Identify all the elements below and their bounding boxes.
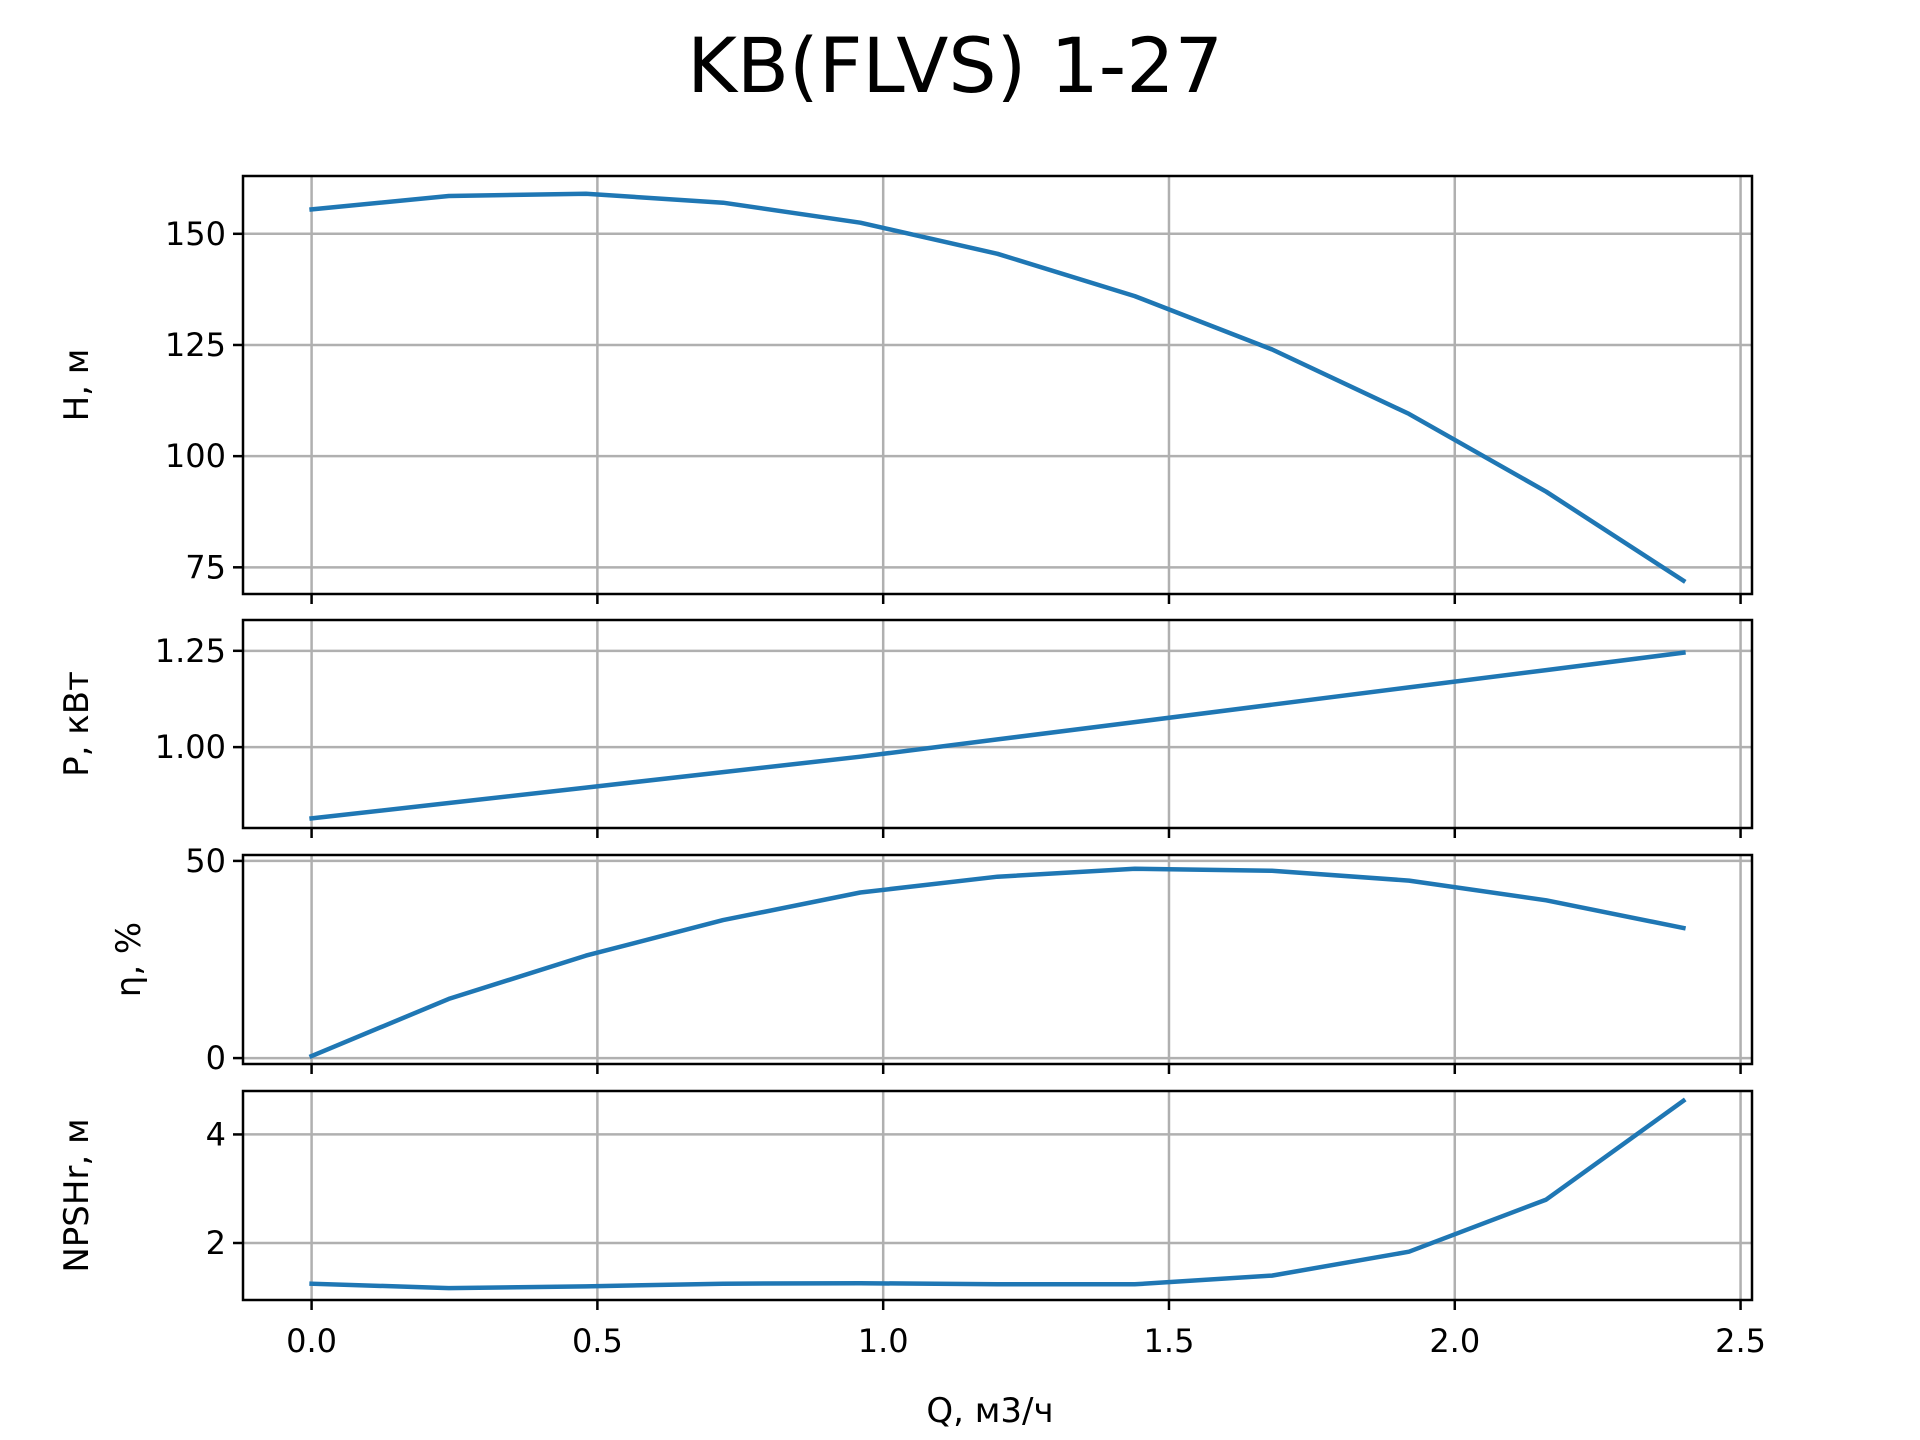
x-tick-label: 0.5 (572, 1322, 623, 1360)
head-y-tick-label: 100 (165, 437, 226, 475)
head-y-tick-label: 75 (185, 548, 226, 586)
npshr-axes-frame (241, 1089, 1754, 1302)
power-panel: 1.00 1.25 P, кВт (57, 618, 1754, 838)
head-axes-frame (241, 174, 1754, 596)
efficiency-axes-frame (241, 853, 1754, 1066)
power-y-tick-label: 1.00 (155, 728, 226, 766)
npshr-y-tick-label: 4 (206, 1115, 226, 1153)
head-y-axis-label: H, м (57, 349, 97, 422)
head-panel: 75 100 125 150 H, м (57, 174, 1754, 604)
x-tick-label: 1.0 (858, 1322, 909, 1360)
head-y-tick-label: 150 (165, 215, 226, 253)
head-y-tick-label: 125 (165, 326, 226, 364)
x-axis-label: Q, м3/ч (926, 1391, 1053, 1431)
x-tick-label: 2.5 (1715, 1322, 1766, 1360)
efficiency-y-tick-label: 50 (185, 842, 226, 880)
efficiency-panel: 0 50 η, % (109, 842, 1754, 1077)
x-tick-label: 0.0 (286, 1322, 337, 1360)
efficiency-y-tick-label: 0 (206, 1039, 226, 1077)
head-series-line (309, 191, 1687, 584)
efficiency-series-line (308, 866, 1687, 1060)
npshr-y-axis-label: NPSHr, м (57, 1118, 97, 1272)
power-series-line (309, 650, 1686, 821)
npshr-series-line (309, 1097, 1687, 1291)
x-tick-label: 2.0 (1429, 1322, 1480, 1360)
x-tick-label: 1.5 (1144, 1322, 1195, 1360)
power-axes-frame (241, 618, 1754, 830)
efficiency-y-axis-label: η, % (109, 922, 149, 997)
power-y-axis-label: P, кВт (57, 671, 97, 777)
power-y-tick-label: 1.25 (155, 632, 226, 670)
chart-title: KB(FLVS) 1-27 (687, 21, 1223, 110)
npshr-y-tick-label: 2 (206, 1224, 226, 1262)
npshr-panel: 0.0 0.5 1.0 1.5 2.0 2.5 2 4 NPSHr, м (57, 1089, 1766, 1360)
